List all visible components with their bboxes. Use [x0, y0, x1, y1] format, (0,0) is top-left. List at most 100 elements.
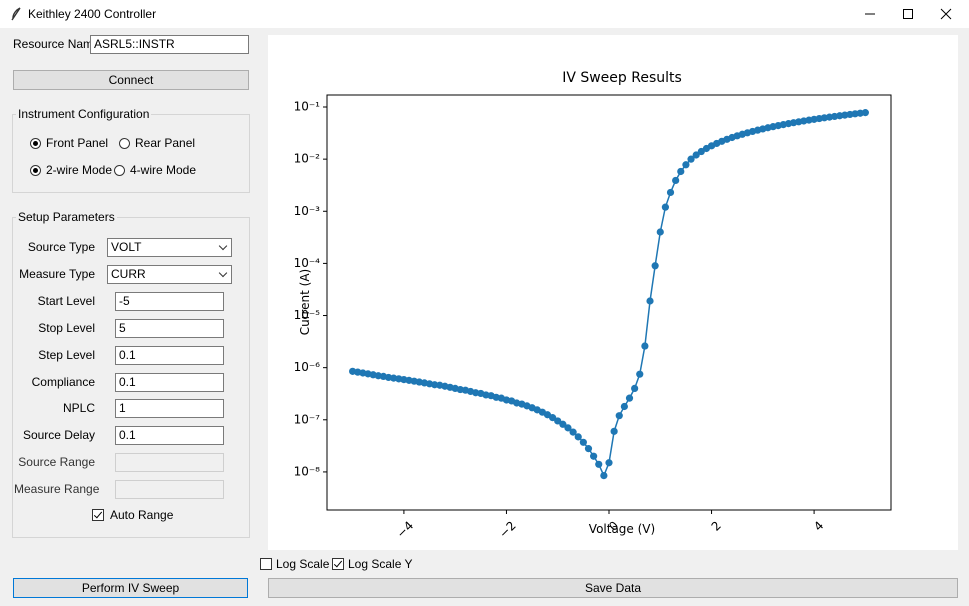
x-tick-label: 4	[811, 518, 826, 533]
data-point	[861, 109, 869, 117]
field-label: Source Type	[27, 240, 95, 254]
y-tick-label: 10⁻²	[294, 152, 321, 166]
data-point	[672, 176, 680, 185]
radio-label: Rear Panel	[135, 136, 196, 150]
radio-button[interactable]	[114, 165, 125, 176]
group-title: Setup Parameters	[16, 208, 117, 226]
perform-sweep-button[interactable]: Perform IV Sweep	[13, 578, 248, 598]
window-title: Keithley 2400 Controller	[28, 7, 157, 21]
y-tick-label: 10⁻¹	[294, 100, 321, 114]
field-label: Step Level	[38, 347, 95, 362]
data-point	[631, 384, 639, 393]
data-point	[554, 417, 562, 425]
data-point	[610, 427, 618, 435]
data-point	[641, 342, 649, 350]
radio-label: 2-wire Mode	[46, 163, 113, 177]
data-point	[574, 433, 582, 441]
data-point	[656, 228, 664, 236]
field-label: Source Delay	[22, 428, 95, 443]
text-entry[interactable]: 5	[115, 318, 224, 338]
log-x-checkbox[interactable]	[260, 558, 272, 570]
radio-label: 4-wire Mode	[130, 163, 197, 177]
dropdown-arrow	[218, 268, 228, 278]
y-tick-label: 10⁻⁶	[294, 360, 321, 374]
text-entry[interactable]: 0.1	[115, 372, 224, 392]
radio-button[interactable]	[30, 138, 41, 149]
data-point	[605, 459, 613, 467]
text-entry	[115, 453, 224, 473]
data-line	[352, 111, 866, 478]
data-point	[692, 151, 700, 159]
field-label: NPLC	[62, 401, 95, 416]
field-label: Stop Level	[38, 320, 95, 335]
field-label: Compliance	[31, 374, 95, 389]
group-title: Instrument Configuration	[16, 105, 152, 123]
data-point	[569, 428, 577, 436]
field-label: Measure Type	[19, 266, 95, 281]
radio-button[interactable]	[119, 138, 130, 149]
text-entry	[115, 480, 224, 500]
data-point	[677, 167, 685, 176]
data-point	[646, 297, 654, 305]
y-tick-label: 10⁻⁵	[294, 308, 321, 322]
text-entry[interactable]: 0.1	[115, 345, 224, 365]
save-data-button[interactable]: Save Data	[268, 578, 958, 598]
y-axis-label: Current (A)	[298, 269, 312, 335]
data-point	[584, 445, 593, 453]
data-point	[682, 161, 690, 169]
data-point	[549, 414, 557, 422]
dropdown[interactable]: VOLT	[107, 238, 232, 257]
data-point	[559, 420, 567, 428]
connect-button[interactable]: Connect	[13, 70, 249, 90]
data-point	[625, 394, 634, 402]
data-point	[651, 262, 659, 270]
y-tick-label: 10⁻³	[294, 204, 321, 218]
data-point	[687, 155, 695, 163]
setup-parameters-group	[12, 217, 250, 538]
app-icon	[11, 7, 21, 21]
title-bar: Keithley 2400 Controller	[0, 0, 969, 28]
auto-range-checkbox[interactable]	[92, 509, 104, 521]
iv-chart: IV Sweep Results Voltage (V) Current (A)…	[268, 35, 958, 550]
data-point	[595, 460, 603, 468]
radio-button[interactable]	[30, 165, 41, 176]
auto-range-label: Auto Range	[110, 508, 174, 522]
data-point	[579, 438, 587, 446]
data-point	[666, 188, 675, 197]
data-point	[600, 471, 608, 480]
data-point	[620, 402, 628, 411]
text-entry[interactable]: 0.1	[115, 426, 224, 446]
field-label: Source Range	[18, 455, 95, 470]
maximize-button[interactable]	[903, 9, 913, 19]
x-tick-label: −2	[496, 518, 518, 540]
chart-title: IV Sweep Results	[562, 70, 682, 86]
log-y-checkbox[interactable]	[332, 558, 344, 570]
log-x-label: Log Scale X	[276, 557, 341, 571]
field-label: Measure Range	[14, 482, 100, 497]
x-tick-label: −4	[394, 518, 416, 540]
instrument-config-group	[12, 114, 250, 193]
resource-entry[interactable]: ASRL5::INSTR	[90, 35, 249, 54]
data-point	[615, 412, 623, 420]
log-y-label: Log Scale Y	[348, 557, 413, 571]
x-axis-label: Voltage (V)	[589, 522, 655, 536]
data-point	[564, 424, 572, 432]
plot-frame	[326, 94, 892, 511]
window-controls	[865, 8, 952, 20]
data-point	[661, 203, 669, 211]
data-point	[636, 370, 644, 378]
field-label: Start Level	[37, 293, 95, 308]
x-tick-label: 2	[709, 518, 724, 533]
y-tick-label: 10⁻⁷	[294, 412, 321, 426]
y-tick-label: 10⁻⁴	[294, 256, 321, 270]
text-entry[interactable]: -5	[115, 291, 224, 311]
data-point	[590, 452, 598, 460]
close-button[interactable]	[940, 8, 952, 20]
dropdown[interactable]: CURR	[107, 264, 232, 284]
y-tick-label: 10⁻⁸	[294, 464, 321, 478]
resource-label: Resource Name:	[13, 37, 104, 51]
radio-label: Front Panel	[46, 136, 109, 150]
dropdown-arrow	[218, 241, 228, 251]
text-entry[interactable]: 1	[115, 399, 224, 419]
